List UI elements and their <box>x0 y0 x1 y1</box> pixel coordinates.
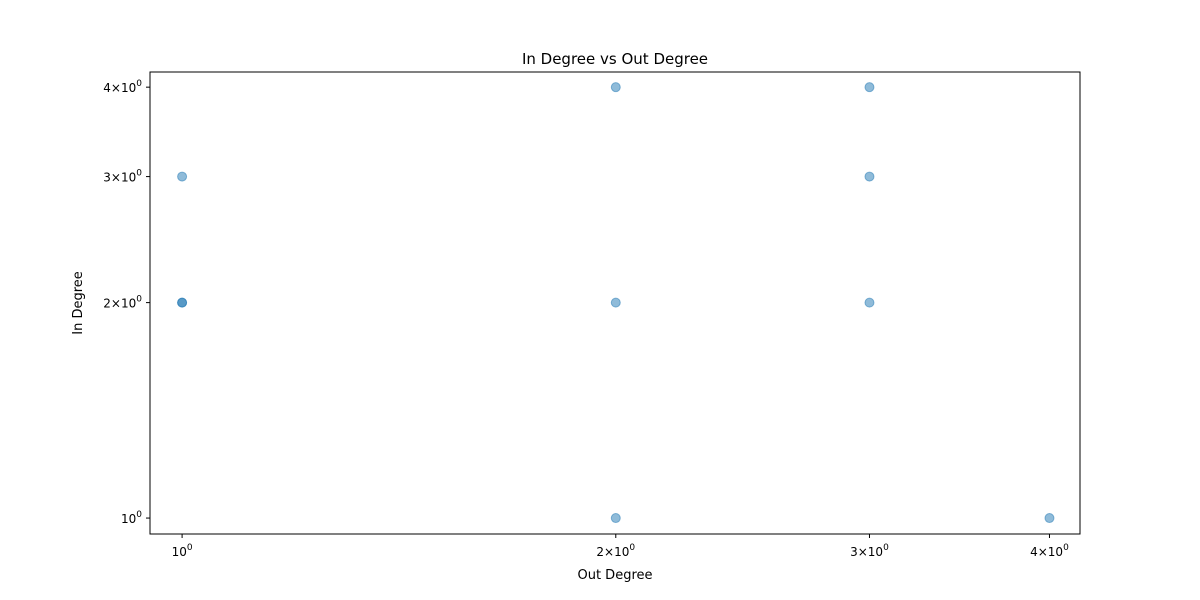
data-point <box>610 513 621 524</box>
y-axis-label: In Degree <box>71 271 86 335</box>
x-tick-label: 4×100 <box>1030 543 1069 559</box>
data-point <box>610 297 621 308</box>
data-point <box>610 82 621 93</box>
scatter-points <box>177 82 1055 524</box>
y-tick-label: 2×100 <box>103 295 142 311</box>
data-point <box>177 171 188 182</box>
x-axis-ticks: 100 2×100 3×100 4×100 <box>172 534 1069 559</box>
data-point <box>864 171 875 182</box>
data-point <box>864 297 875 308</box>
x-tick-label: 100 <box>172 543 193 559</box>
x-axis-label: Out Degree <box>577 568 652 583</box>
chart-title: In Degree vs Out Degree <box>522 50 708 68</box>
y-axis-ticks: 100 2×100 3×100 4×100 <box>103 79 150 526</box>
data-point <box>177 297 188 308</box>
y-tick-label: 4×100 <box>103 79 142 95</box>
y-tick-label: 3×100 <box>103 169 142 185</box>
x-tick-label: 3×100 <box>850 543 889 559</box>
data-point <box>864 82 875 93</box>
data-point <box>1044 513 1055 524</box>
x-tick-label: 2×100 <box>596 543 635 559</box>
y-tick-label: 100 <box>121 510 142 526</box>
